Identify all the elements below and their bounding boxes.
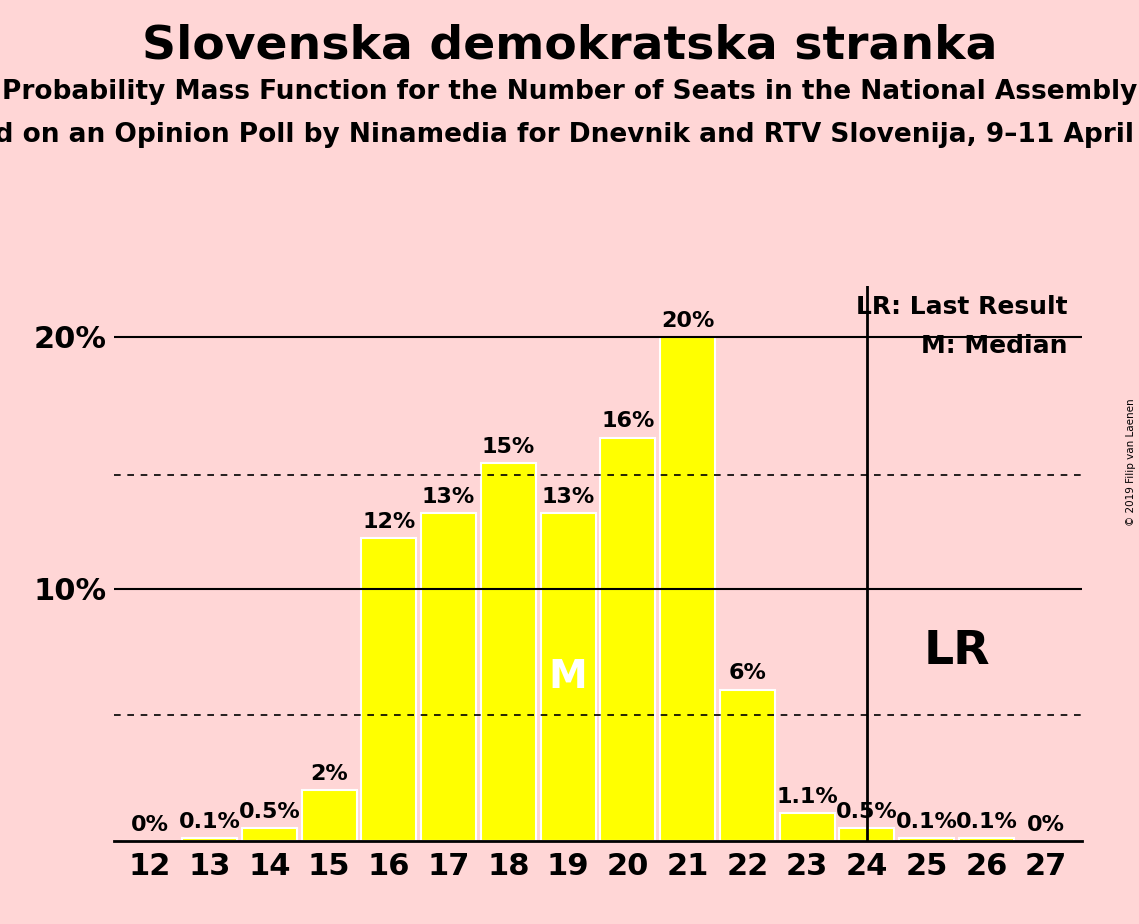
Text: Based on an Opinion Poll by Ninamedia for Dnevnik and RTV Slovenija, 9–11 April : Based on an Opinion Poll by Ninamedia fo… [0,122,1139,148]
Text: 6%: 6% [729,663,767,684]
Text: 0%: 0% [131,815,169,834]
Text: 0.1%: 0.1% [956,812,1017,832]
Text: 1.1%: 1.1% [777,787,838,807]
Text: 16%: 16% [601,411,655,432]
Text: 20%: 20% [661,310,714,331]
Text: LR: Last Result: LR: Last Result [855,295,1067,319]
Bar [780,813,835,841]
Text: 0.5%: 0.5% [836,802,898,822]
Bar [839,828,894,841]
Text: 0.1%: 0.1% [179,812,240,832]
Bar [481,463,535,841]
Text: 0.1%: 0.1% [895,812,958,832]
Text: LR: LR [924,629,990,675]
Bar [720,689,775,841]
Bar [182,838,237,841]
Bar [959,838,1014,841]
Text: 13%: 13% [421,487,475,507]
Bar [361,539,416,841]
Bar [421,513,476,841]
Text: 0%: 0% [1027,815,1065,834]
Bar [541,513,596,841]
Text: 13%: 13% [541,487,595,507]
Text: 0.5%: 0.5% [238,802,301,822]
Text: Probability Mass Function for the Number of Seats in the National Assembly: Probability Mass Function for the Number… [2,79,1137,104]
Text: 12%: 12% [362,512,416,532]
Text: M: Median: M: Median [921,334,1067,358]
Bar [661,337,715,841]
Text: 15%: 15% [482,436,535,456]
Text: Slovenska demokratska stranka: Slovenska demokratska stranka [141,23,998,68]
Bar [302,790,357,841]
Text: 2%: 2% [310,764,347,784]
Bar [241,828,297,841]
Bar [899,838,954,841]
Text: M: M [549,658,588,696]
Text: © 2019 Filip van Laenen: © 2019 Filip van Laenen [1126,398,1136,526]
Bar [600,438,655,841]
